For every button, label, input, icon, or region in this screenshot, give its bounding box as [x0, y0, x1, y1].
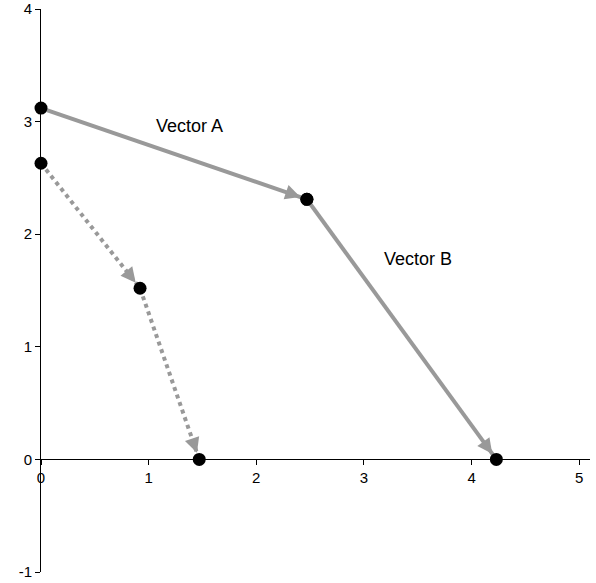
svg-text:3: 3: [24, 113, 32, 130]
svg-text:2: 2: [252, 469, 260, 486]
svg-text:Vector B: Vector B: [384, 249, 452, 269]
svg-text:4: 4: [24, 0, 32, 17]
svg-text:2: 2: [24, 225, 32, 242]
svg-text:Vector A: Vector A: [156, 116, 223, 136]
svg-text:3: 3: [360, 469, 368, 486]
svg-text:0: 0: [24, 451, 32, 468]
svg-text:0: 0: [37, 469, 45, 486]
svg-text:-1: -1: [19, 563, 32, 580]
svg-text:5: 5: [575, 469, 583, 486]
svg-text:1: 1: [24, 338, 32, 355]
svg-text:4: 4: [467, 469, 475, 486]
svg-text:1: 1: [144, 469, 152, 486]
